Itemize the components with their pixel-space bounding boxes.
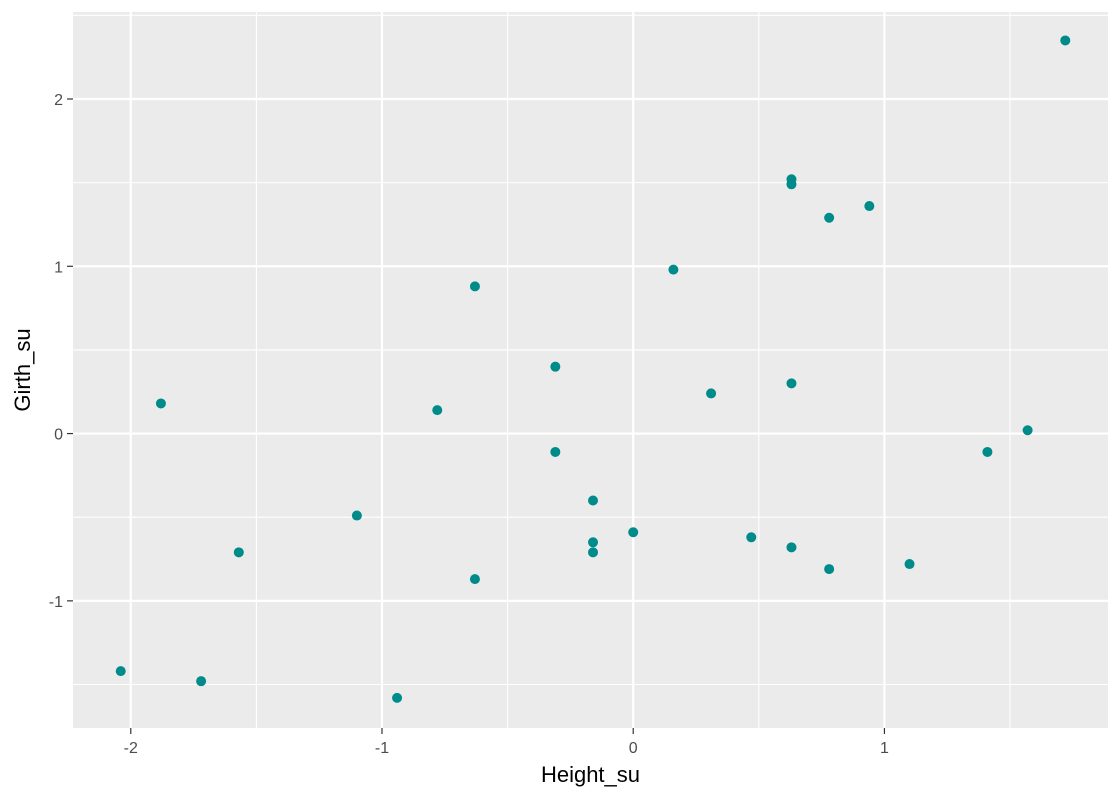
data-point — [588, 547, 599, 558]
major-gridlines — [73, 12, 1108, 728]
data-point — [628, 527, 639, 538]
x-tick-label: 0 — [629, 740, 638, 757]
x-tick-label: -2 — [124, 740, 138, 757]
data-point — [155, 398, 166, 409]
y-tick-label: 0 — [54, 427, 63, 444]
minor-gridlines — [73, 12, 1108, 728]
data-point — [706, 388, 717, 399]
data-point — [233, 547, 244, 558]
y-axis-ticks: -1 0 1 2 — [49, 92, 73, 611]
data-point — [1060, 35, 1071, 46]
data-point — [351, 510, 362, 521]
data-point — [392, 692, 403, 703]
data-point — [550, 446, 561, 457]
x-tick-label: -1 — [375, 740, 389, 757]
data-point — [469, 281, 480, 292]
data-point — [864, 201, 875, 212]
data-point — [982, 446, 993, 457]
data-point — [588, 495, 599, 506]
data-points — [115, 35, 1071, 703]
data-point — [588, 537, 599, 548]
data-point — [786, 378, 797, 389]
y-tick-label: 1 — [54, 259, 63, 276]
data-point — [469, 574, 480, 585]
data-point — [786, 179, 797, 190]
x-axis-title: Height_su — [541, 762, 640, 787]
data-point — [786, 542, 797, 553]
data-point — [824, 212, 835, 223]
data-point — [432, 405, 443, 416]
plot-panel — [73, 12, 1108, 728]
x-tick-label: 1 — [880, 740, 889, 757]
y-axis-title: Girth_su — [10, 328, 35, 411]
data-point — [904, 559, 915, 570]
data-point — [550, 361, 561, 372]
data-point — [196, 676, 207, 687]
data-point — [824, 564, 835, 575]
data-point — [115, 666, 126, 677]
data-point — [668, 264, 679, 275]
data-point — [1022, 425, 1033, 436]
y-tick-label: 2 — [54, 92, 63, 109]
y-tick-label: -1 — [49, 594, 63, 611]
x-axis-ticks: -2 -1 0 1 — [124, 728, 889, 757]
data-point — [746, 532, 757, 543]
